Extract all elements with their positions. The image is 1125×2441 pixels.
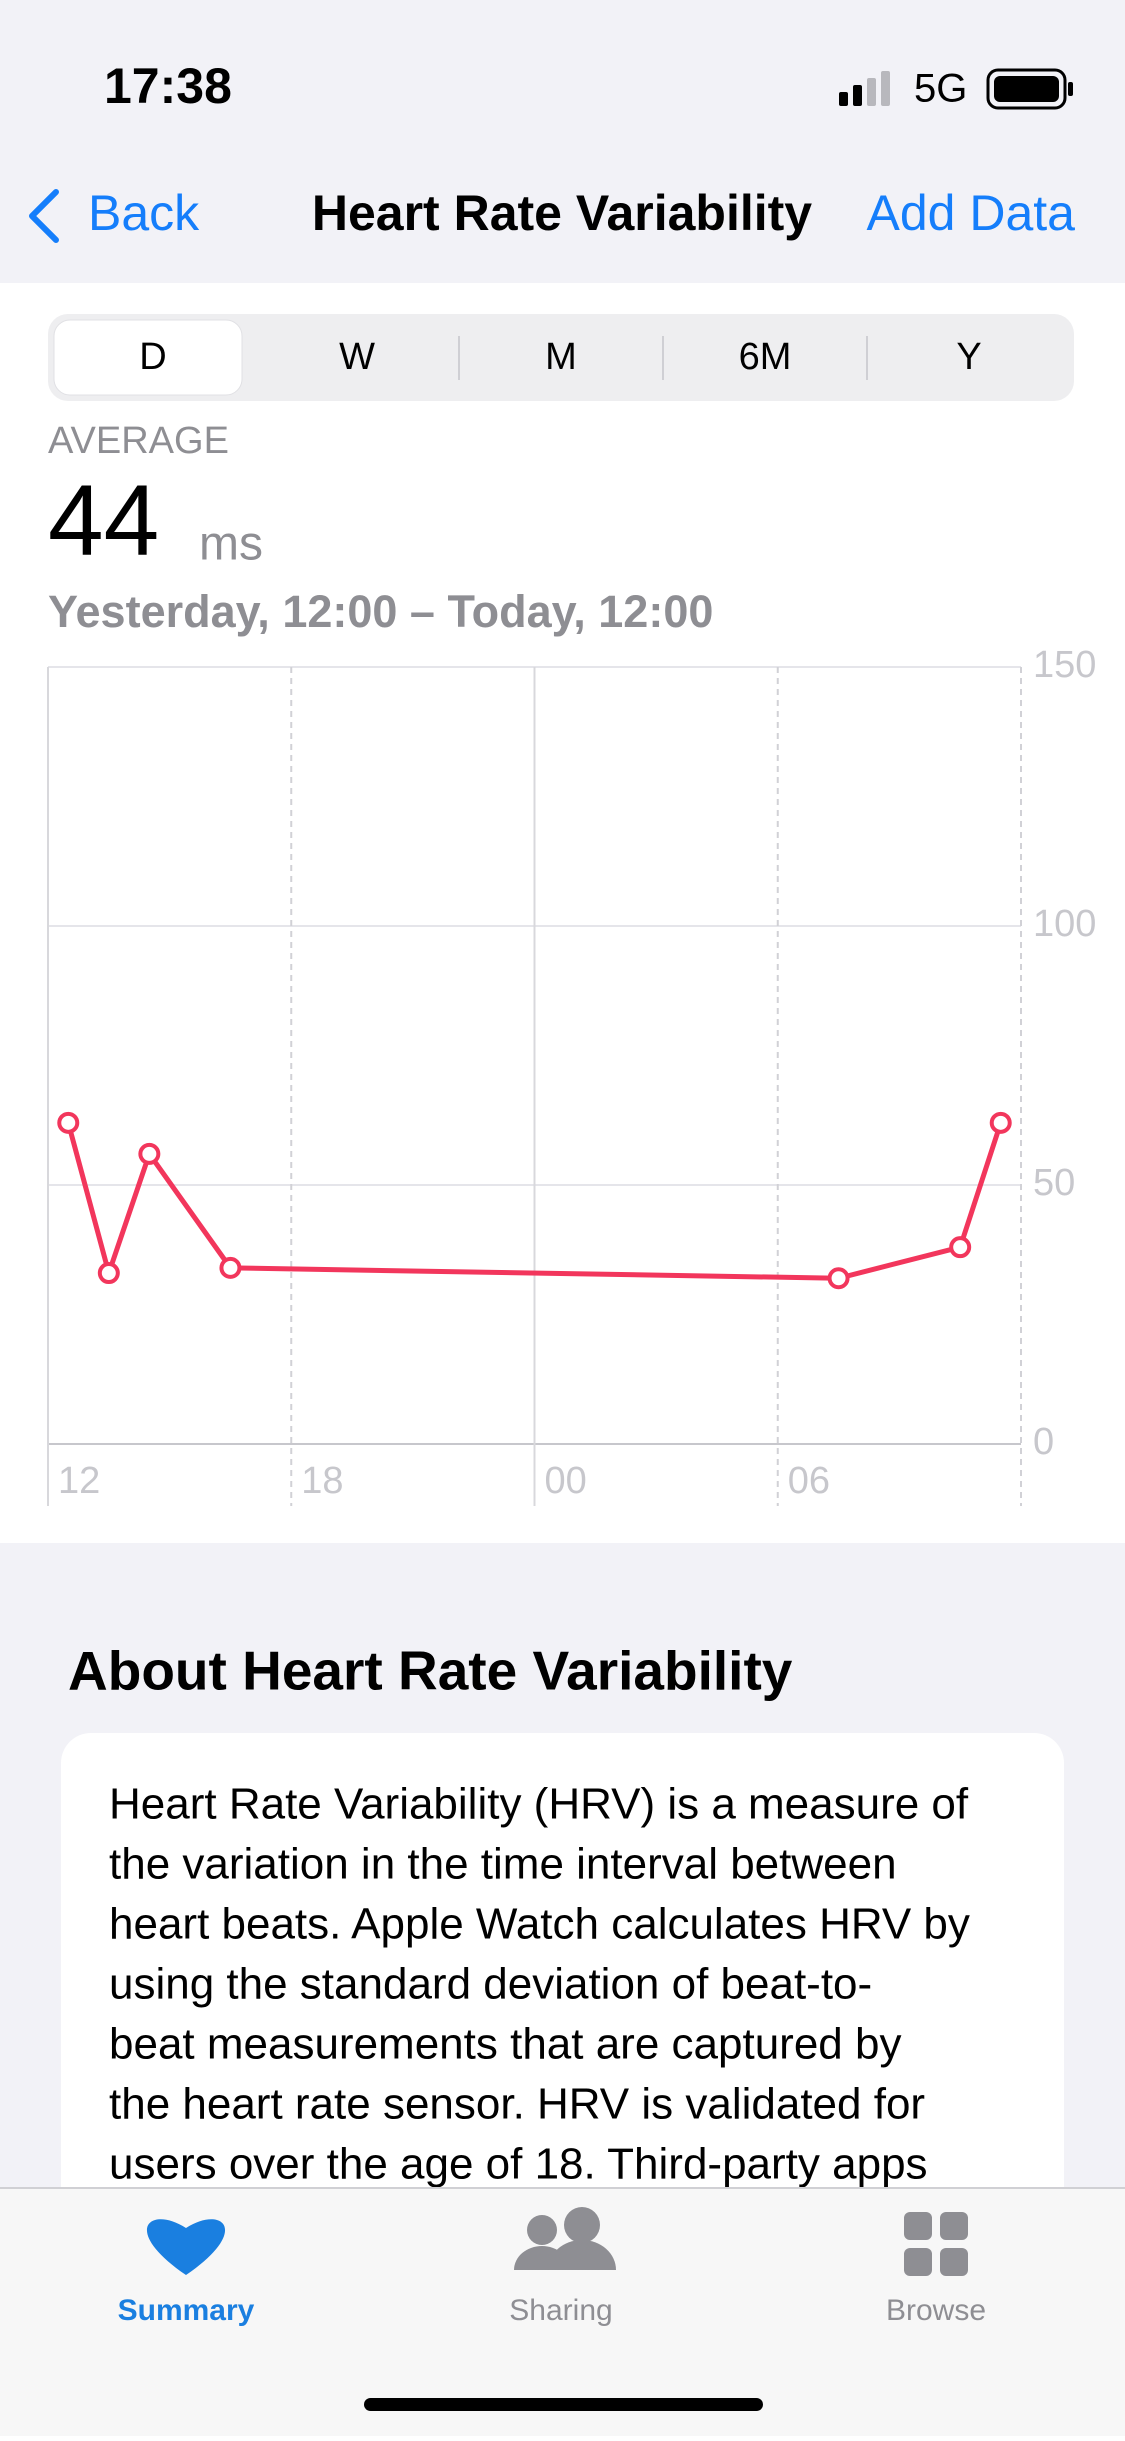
hrv-point: [827, 1267, 850, 1290]
hrv-point: [949, 1236, 972, 1259]
date-range: Yesterday, 12:00 – Today, 12:00: [48, 586, 713, 637]
average-unit: ms: [199, 518, 263, 571]
nav-title: Heart Rate Variability: [312, 185, 812, 241]
status-time: 17:38: [104, 58, 232, 114]
segment[interactable]: M: [545, 336, 577, 378]
y-tick-label: 50: [1033, 1162, 1075, 1204]
segment[interactable]: Y: [956, 336, 981, 378]
about-text-line: the heart rate sensor. HRV is validated …: [109, 2080, 925, 2129]
x-tick-label: 00: [545, 1460, 587, 1502]
hrv-point: [57, 1111, 80, 1134]
about-text-line: heart beats. Apple Watch calculates HRV …: [109, 1900, 970, 1949]
tab-label[interactable]: Sharing: [509, 2294, 612, 2327]
y-tick-label: 100: [1033, 903, 1096, 945]
about-text-line: the variation in the time interval betwe…: [109, 1840, 897, 1889]
network: 5G: [914, 67, 967, 111]
add-data-button[interactable]: Add Data: [867, 185, 1076, 241]
segment[interactable]: D: [139, 336, 166, 378]
average-value: 44: [48, 464, 159, 576]
chart-panel: [0, 283, 1125, 1543]
hrv-point: [138, 1142, 161, 1165]
tab-label[interactable]: Summary: [118, 2294, 255, 2327]
about-text-line: Heart Rate Variability (HRV) is a measur…: [109, 1780, 969, 1829]
hrv-point: [219, 1256, 242, 1279]
about-text-line: using the standard deviation of beat-to-: [109, 1960, 872, 2009]
sharing-icon[interactable]: [514, 2207, 616, 2270]
segment-selected: [53, 319, 243, 396]
hrv-point: [989, 1111, 1012, 1134]
summary-icon[interactable]: [146, 2219, 226, 2275]
back-chevron[interactable]: [29, 189, 59, 243]
tab-label[interactable]: Browse: [886, 2294, 986, 2327]
chart: 0 50 100 150 12 18 00 06: [47, 644, 1096, 1506]
segment[interactable]: W: [339, 336, 375, 378]
browse-icon[interactable]: [904, 2212, 968, 2276]
y-tick-label: 0: [1033, 1421, 1054, 1463]
segment[interactable]: 6M: [739, 336, 792, 378]
x-tick-label: 12: [58, 1460, 100, 1502]
about-text-line: beat measurements that are captured by: [109, 2020, 901, 2069]
battery: [986, 68, 1073, 110]
about-text-line: users over the age of 18. Third-party ap…: [109, 2140, 928, 2189]
hrv-point: [97, 1262, 120, 1285]
segmented-control: [48, 314, 1074, 401]
home-indicator: [364, 2398, 763, 2411]
signal: [839, 71, 890, 106]
average-label: AVERAGE: [48, 420, 229, 462]
x-tick-label: 06: [788, 1460, 830, 1502]
about-title: About Heart Rate Variability: [68, 1640, 793, 1702]
y-tick-label: 150: [1033, 644, 1096, 686]
back-button[interactable]: Back: [88, 185, 200, 241]
x-tick-label: 18: [301, 1460, 343, 1502]
